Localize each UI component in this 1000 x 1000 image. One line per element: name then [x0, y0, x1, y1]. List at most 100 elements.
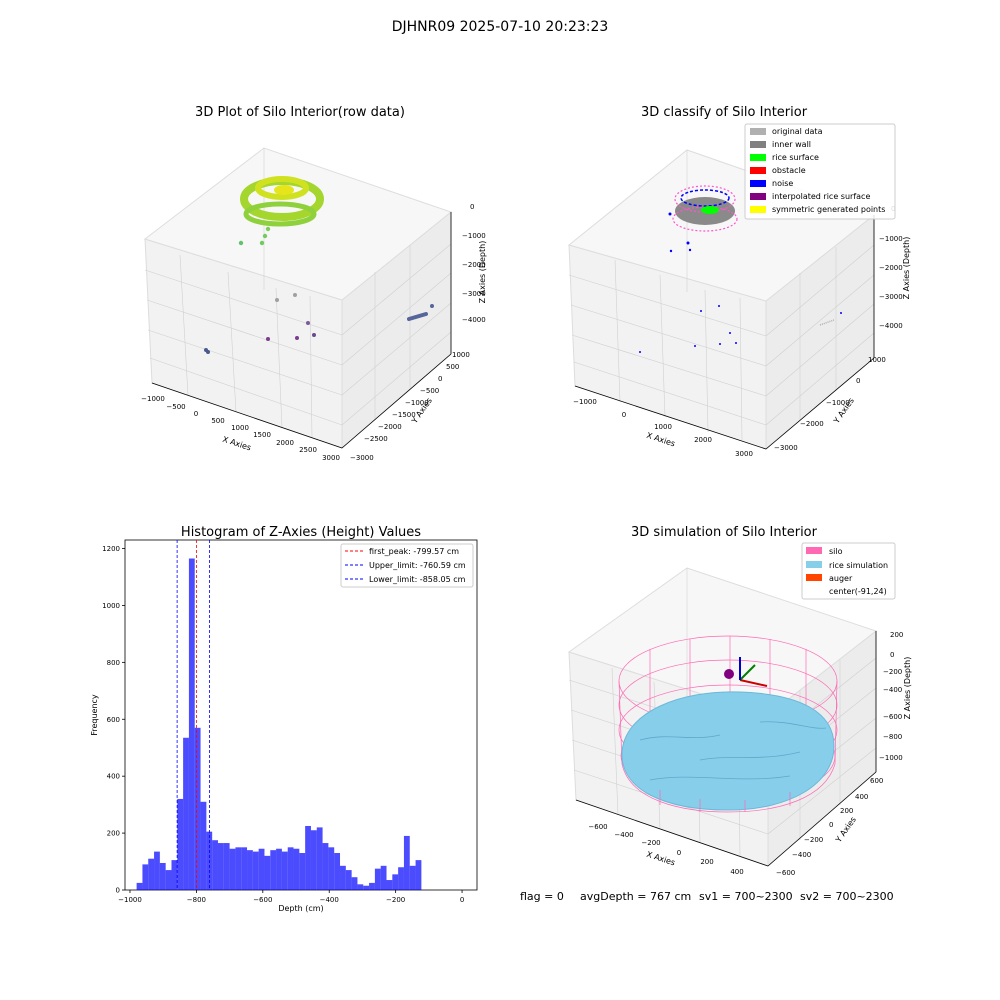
- raw-ytick: −2500: [364, 435, 388, 443]
- simulation-ytick: 400: [855, 793, 868, 801]
- simulation-xtick: −200: [641, 839, 660, 847]
- histogram-legend-box: [340, 543, 474, 588]
- simulation-axis-lines: [575, 631, 877, 867]
- histogram-bar: [310, 830, 317, 890]
- raw-point: [266, 337, 270, 341]
- auger-marker: [724, 657, 768, 687]
- histogram-bar: [177, 798, 184, 890]
- simulation-y-ticks: 600 400 200 0 −200 −400 −600: [776, 777, 883, 877]
- raw-point: [262, 233, 268, 239]
- raw-xtick: 500: [211, 417, 224, 425]
- histogram-bar: [369, 882, 375, 890]
- figure-suptitle: DJHNR09 2025-07-10 20:23:23: [392, 19, 609, 35]
- simulation-ztick: −1000: [879, 754, 903, 762]
- simulation-x-ticks: −600 −400 −200 0 200 400: [588, 823, 743, 876]
- classify-xtick: 2000: [694, 436, 712, 444]
- simulation-xlabel: X Axies: [645, 850, 676, 868]
- classify-point: [639, 351, 641, 353]
- classify-z-ticks: 0 −1000 −2000 −3000 −4000: [879, 205, 903, 330]
- histogram-bar: [229, 848, 236, 890]
- classify-legend: original data inner wall rice surface ob…: [744, 123, 896, 220]
- classify-point: [718, 305, 720, 307]
- classify-point: [688, 248, 692, 252]
- histogram-bar: [183, 737, 189, 890]
- classify-legend-swatch: [750, 180, 766, 187]
- histogram-y-ticks: 0 200 400 600 800 1000 1200: [102, 545, 125, 895]
- classify-point: [686, 241, 690, 245]
- simulation-ztick: −800: [883, 733, 902, 741]
- histogram-bar: [363, 885, 370, 890]
- simulation-legend-swatch: [806, 547, 822, 554]
- classify-legend-swatch: [750, 154, 766, 161]
- raw-xtick: 0: [194, 410, 198, 418]
- histogram-x-ticks: −1000 −800 −600 −400 −200 0: [118, 890, 464, 904]
- raw-z-ticks: 0 −1000 −2000 −3000 −4000: [462, 203, 486, 324]
- simulation-legend-box: [801, 542, 896, 600]
- raw-panel-title: 3D Plot of Silo Interior(row data): [195, 105, 405, 120]
- histogram-bar: [386, 880, 393, 890]
- histogram-xtick-label: −400: [320, 896, 339, 904]
- simulation-legend-label: rice simulation: [829, 561, 888, 570]
- center-y-arrow: [739, 664, 756, 681]
- histogram-bar: [293, 848, 300, 890]
- classify-point: [735, 342, 737, 344]
- histogram-xtick-label: 0: [460, 896, 464, 904]
- histogram-bar: [392, 874, 399, 890]
- histogram-bar: [223, 843, 230, 890]
- classify-point: [719, 343, 721, 345]
- raw-point: [206, 350, 210, 354]
- histogram-ytick-label: 400: [107, 773, 120, 781]
- classify-point: [668, 212, 672, 216]
- simulation-ztick: −200: [883, 668, 902, 676]
- classify-point: [700, 310, 702, 312]
- simulation-ztick: 0: [890, 651, 894, 659]
- classify-ztick: −3000: [879, 293, 903, 301]
- histogram-bar: [380, 865, 387, 890]
- classify-xtick: 1000: [654, 423, 672, 431]
- simulation-xtick: 400: [730, 868, 743, 876]
- raw-x-ticks: −1000 −500 0 500 1000 1500 2000 2500 300…: [141, 395, 340, 462]
- histogram-bar: [171, 860, 178, 890]
- histogram-bar: [322, 843, 329, 890]
- classify-xtick: 3000: [735, 450, 753, 458]
- classify-original-points: [819, 319, 835, 326]
- histogram-bar: [258, 848, 265, 890]
- simulation-legend-label: silo: [829, 547, 843, 556]
- raw-point: [295, 336, 299, 340]
- histogram-bar: [345, 870, 352, 890]
- simulation-ztick: −400: [883, 686, 902, 694]
- histogram-bar: [264, 855, 271, 890]
- classify-point: [694, 345, 696, 347]
- classify-legend-swatch: [750, 193, 766, 200]
- simulation-ytick: −200: [804, 836, 823, 844]
- raw-ytick: −3000: [350, 454, 374, 462]
- histogram-legend: first_peak: -799.57 cm Upper_limit: -760…: [340, 543, 474, 588]
- classify-xlabel: X Axies: [645, 431, 676, 449]
- raw-point: [238, 240, 244, 246]
- simulation-legend-label: auger: [829, 574, 853, 583]
- histogram-bar: [403, 835, 410, 890]
- raw-point: [430, 304, 434, 308]
- classify-legend-label: interpolated rice surface: [772, 192, 870, 201]
- rice-simulation-surface: [621, 691, 835, 811]
- classify-ytick: −3000: [774, 444, 798, 452]
- histogram-ylabel: Frequency: [90, 694, 99, 736]
- histogram-bar: [194, 727, 201, 890]
- histogram-bar: [357, 884, 364, 890]
- histogram-bar: [281, 851, 288, 890]
- simulation-ztick: 200: [890, 631, 903, 639]
- histogram-bar: [415, 860, 422, 890]
- raw-gridlines: [144, 148, 452, 439]
- classify-xtick: −1000: [573, 398, 597, 406]
- raw-point: [293, 293, 297, 297]
- classify-gridlines: [568, 150, 875, 441]
- histogram-bar: [305, 825, 311, 890]
- simulation-panel-title: 3D simulation of Silo Interior: [631, 525, 818, 540]
- classify-legend-label: original data: [772, 127, 823, 136]
- histogram-bar: [316, 827, 323, 890]
- histogram-bar: [252, 851, 259, 890]
- histogram-bar: [241, 847, 248, 890]
- histogram-ytick-label: 600: [107, 716, 120, 724]
- raw-ytick: −1500: [392, 411, 416, 419]
- raw-xtick: 2500: [299, 446, 317, 454]
